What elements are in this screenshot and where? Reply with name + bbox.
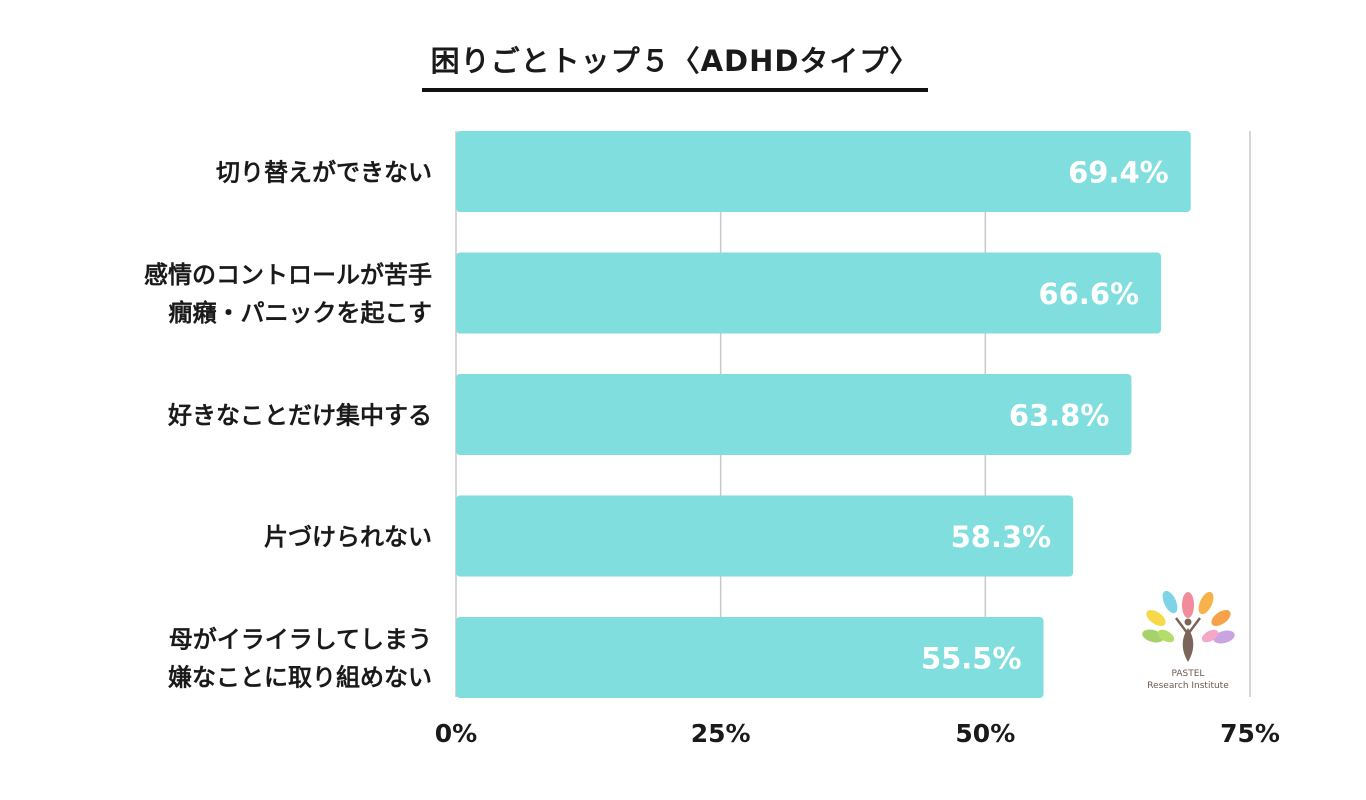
logo-text-pastel: PASTEL (1172, 669, 1205, 679)
category-label: 好きなことだけ集中する (167, 402, 432, 430)
pastel-logo: PASTEL Research Institute (1142, 590, 1235, 691)
category-label: 片づけられない (264, 523, 432, 551)
bar (456, 131, 1191, 212)
category-label: 感情のコントロールが苦手 (144, 261, 432, 289)
bar-value-label: 66.6% (1038, 277, 1139, 311)
bar (456, 374, 1132, 455)
chart-title: 困りごとトップ５〈ADHDタイプ〉 (430, 44, 920, 78)
bar-value-label: 69.4% (1068, 156, 1169, 190)
bar-value-label: 55.5% (921, 642, 1022, 676)
category-label: 切り替えができない (216, 159, 432, 187)
bar-value-label: 63.8% (1009, 399, 1110, 433)
bar-value-label: 58.3% (951, 520, 1052, 554)
bar (456, 495, 1074, 577)
x-tick-label: 75% (1220, 719, 1280, 748)
category-labels: 切り替えができない感情のコントロールが苦手癇癪・パニックを起こす好きなことだけ集… (144, 159, 432, 692)
category-label: 嫌なことに取り組めない (168, 664, 432, 692)
bar (456, 252, 1162, 334)
x-axis-ticks: 0% 25% 50% 75% (435, 719, 1280, 748)
title-underline (422, 88, 928, 92)
bars: 69.4% 66.6% 63.8% 58.3% 55.5% (456, 131, 1191, 698)
x-tick-label: 50% (955, 719, 1015, 748)
x-tick-label: 25% (691, 719, 751, 748)
logo-text-institute: Research Institute (1147, 681, 1229, 691)
category-label: 癇癪・パニックを起こす (168, 299, 432, 327)
logo-tree-icon (1142, 590, 1235, 662)
category-label: 母がイライラしてしまう (169, 626, 432, 654)
bar (456, 617, 1044, 698)
x-tick-label: 0% (435, 719, 477, 748)
